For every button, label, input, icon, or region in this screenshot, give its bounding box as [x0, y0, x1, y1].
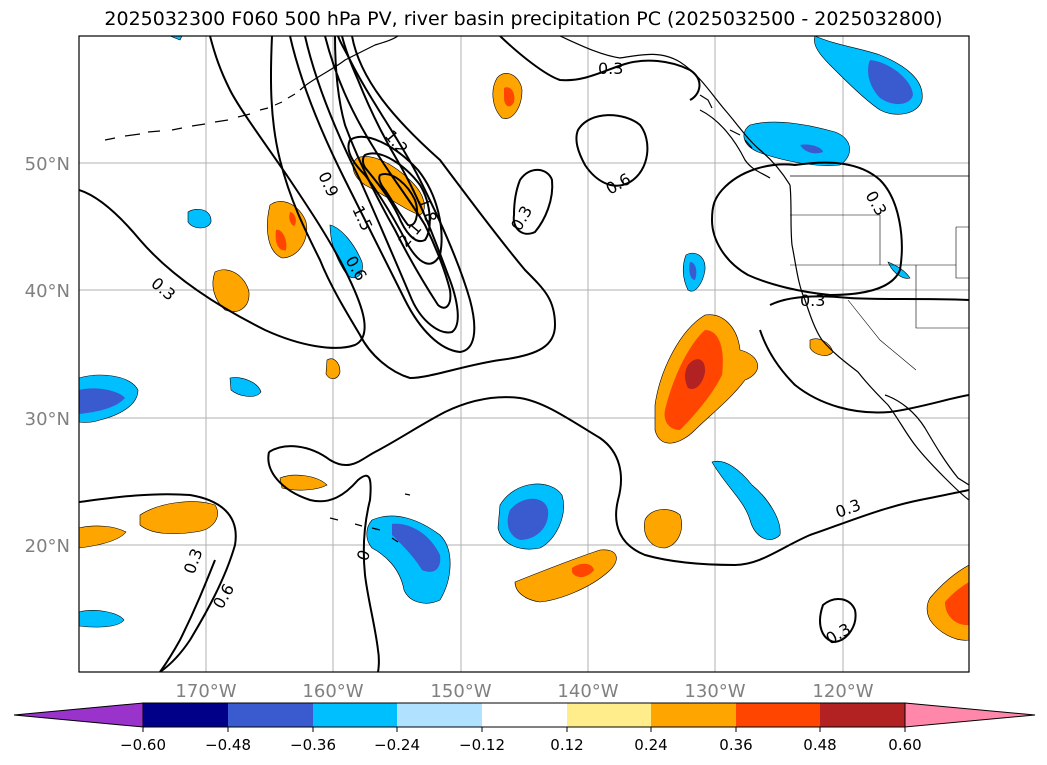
coastlines	[104, 36, 969, 543]
blue-patch-177w-14n	[79, 610, 125, 628]
colorbar-tick-label: −0.12	[459, 736, 505, 754]
pv-contour-0.3-south	[79, 396, 969, 672]
positive-precip-patches	[79, 73, 969, 641]
pv-contour-1.8	[361, 152, 431, 243]
latitude-labels: 50°N 40°N 30°N 20°N	[25, 154, 70, 557]
map-title: 2025032300 F060 500 hPa PV, river basin …	[104, 8, 943, 30]
blue-patch-bc-coast	[743, 121, 850, 166]
contour-label: 0.3	[507, 202, 536, 234]
blue-patch-170w-45n	[187, 209, 212, 229]
blue-patch-top-170w	[169, 36, 183, 41]
lon-label: 130°W	[684, 681, 745, 702]
gulf-of-alaska-coast	[559, 36, 791, 186]
colorbar-segment	[397, 703, 482, 727]
blue-patch-165w-32n	[229, 377, 262, 397]
colorbar-tick-label: 0.24	[634, 736, 667, 754]
pv-contour-0.6-ne	[575, 114, 649, 187]
lat-label: 20°N	[25, 536, 70, 557]
contour-label: 0.9	[314, 169, 342, 200]
orange-patch-180w-20n	[79, 525, 127, 549]
colorbar: −0.60 −0.48 −0.36 −0.24 −0.12 0.12 0.24 …	[13, 702, 1036, 754]
orange-patch-160w-34n	[325, 358, 341, 379]
orange-patch-134w-20n	[644, 509, 682, 549]
colorbar-segment	[143, 703, 228, 727]
contour-label: 0.6	[603, 169, 635, 198]
alaska-peninsula-coast	[305, 36, 399, 86]
colorbar-extend-low	[13, 702, 144, 728]
colorbar-tick-label: −0.60	[120, 736, 166, 754]
pv-contour-0.3-ne	[512, 168, 554, 235]
colorbar-segment	[482, 703, 567, 727]
colorbar-tick-label: −0.24	[374, 736, 420, 754]
orange-patch-122w-34n	[809, 338, 834, 356]
lat-label: 40°N	[25, 281, 70, 302]
lat-label: 50°N	[25, 154, 70, 175]
colorbar-extend-high	[904, 702, 1036, 728]
pv-contour-0.3-main	[269, 36, 701, 380]
map-frame	[78, 35, 970, 673]
orange-patch-159w-25n	[279, 474, 328, 491]
pv-contour-0.3-coast-north	[710, 161, 903, 297]
map-plot-area: 0.3 1.2 0.9 1.5 1.8 2.1 0.6 0.3 0.6 0.3 …	[79, 36, 969, 672]
colorbar-tick-label: 0.12	[550, 736, 583, 754]
us-state-lines	[790, 214, 969, 371]
pv-contour-0.6	[289, 36, 476, 354]
pv-contour-0.3-west	[79, 36, 366, 349]
colorbar-tick-label: 0.60	[888, 736, 921, 754]
lon-label: 120°W	[812, 681, 873, 702]
longitude-labels: 170°W 160°W 150°W 140°W 130°W 120°W	[175, 681, 873, 702]
negative-precip-patches	[79, 36, 923, 628]
colorbar-tick-label: −0.48	[205, 736, 251, 754]
aleutian-islands	[104, 84, 307, 141]
colorbar-tick-label: −0.36	[290, 736, 336, 754]
bc-fjord-coast	[699, 109, 771, 179]
blue-patch-hawaii	[366, 515, 451, 604]
contour-label: 0.3	[147, 274, 179, 305]
contour-label: 0.3	[823, 619, 855, 648]
lat-label: 30°N	[25, 409, 70, 430]
hawaiian-islands	[329, 493, 411, 543]
pv-contour-0.3-sw-loop	[267, 451, 380, 672]
north-america-west-coast	[789, 184, 969, 501]
orange-patch-173w-21n	[139, 501, 218, 535]
colorbar-segment	[567, 703, 651, 727]
contour-label: 0.3	[180, 546, 207, 576]
pv-contour-0.3-coast-south	[759, 295, 969, 414]
lon-label: 150°W	[430, 681, 491, 702]
lon-label: 140°W	[557, 681, 618, 702]
colorbar-segment	[736, 703, 820, 727]
colorbar-segment	[313, 703, 397, 727]
colorbar-tick-label: 0.48	[803, 736, 836, 754]
orange-patch-169w-40n	[212, 269, 250, 312]
orange-patch-163w-45n	[267, 201, 308, 259]
colorbar-segment	[820, 703, 905, 727]
orange-patch-140w-16n	[514, 549, 617, 603]
pv-contour-2.1	[378, 173, 418, 227]
pv-contour-0.3-small-s	[819, 598, 857, 644]
orange-patch-154w-49n	[352, 156, 425, 216]
contour-label: 1.8	[414, 195, 441, 225]
contour-label: 0.3	[598, 59, 623, 78]
pv-contour-1.5	[347, 135, 443, 265]
contour-label: 0.6	[209, 580, 238, 612]
baja-california	[884, 394, 969, 486]
contour-label: 2.1	[395, 219, 426, 251]
contour-label: 1.2	[381, 126, 412, 158]
colorbar-segment	[228, 703, 313, 727]
pv-contour-0.6-south	[159, 559, 216, 672]
blue-patch-127w-24n	[711, 460, 781, 540]
queen-charlotte	[699, 94, 713, 109]
colorbar-segment	[651, 703, 736, 727]
lon-label: 160°W	[302, 681, 363, 702]
colorbar-tick-label: 0.36	[719, 736, 752, 754]
contour-label: 0.3	[862, 188, 891, 220]
pv-contours	[79, 36, 969, 672]
lon-label: 170°W	[175, 681, 236, 702]
pv-contour-1.2	[324, 36, 452, 309]
pv-contour-0.9	[304, 36, 459, 334]
contour-label: 0.3	[800, 291, 825, 310]
